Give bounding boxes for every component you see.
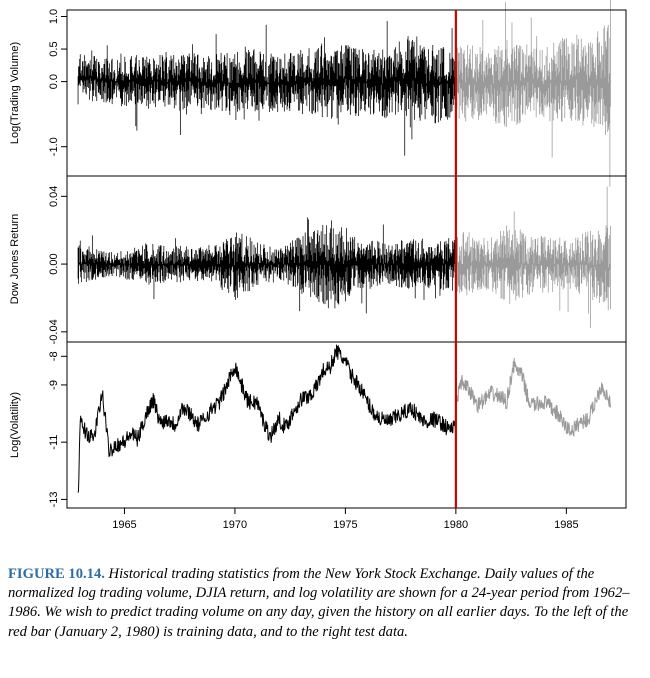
y-tick-label-2-2: 0.04 <box>48 186 60 207</box>
figure-caption: FIGURE 10.14. Historical trading statist… <box>8 565 638 642</box>
x-tick-label-3: 1980 <box>444 519 468 531</box>
y-tick-label-3-3: -8 <box>48 351 60 361</box>
y-tick-label-1-3: 1.0 <box>48 9 60 24</box>
x-tick-label-1: 1970 <box>223 519 247 531</box>
y-axis-label-2: Dow Jones Return <box>9 214 21 305</box>
train-series-1 <box>77 21 456 156</box>
panel-2: -0.04 0.00 0.04 Dow Jones Return <box>9 175 627 344</box>
panel-frame-3 <box>66 341 627 509</box>
test-series-3 <box>455 357 612 437</box>
train-series-2 <box>77 217 456 314</box>
panel-1: -1.0 0.0 0.5 1.0 Log(Trading Volume) <box>9 0 627 187</box>
panels-layer: -1.0 0.0 0.5 1.0 Log(Trading Volume) -0.04 0.0… <box>9 0 627 509</box>
y-tick-label-1-2: 0.5 <box>48 41 60 56</box>
x-axis: 1965 1970 1975 1980 1985 <box>112 507 579 531</box>
y-axis-label-1: Log(Trading Volume) <box>9 42 21 144</box>
caption-label: FIGURE 10.14. <box>8 566 105 582</box>
chart: -1.0 0.0 0.5 1.0 Log(Trading Volume) -0.04 0.0… <box>9 0 627 531</box>
y-tick-label-2-1: 0.00 <box>48 253 60 274</box>
y-tick-label-3-1: -11 <box>48 435 60 450</box>
x-tick-label-0: 1965 <box>112 519 136 531</box>
caption-text: Historical trading statistics from the N… <box>8 566 630 640</box>
train-series-3 <box>77 344 457 493</box>
test-series-2 <box>455 186 611 328</box>
y-tick-label-2-0: -0.04 <box>48 319 60 344</box>
y-tick-label-1-0: -1.0 <box>48 137 60 156</box>
x-tick-label-4: 1985 <box>554 519 578 531</box>
y-tick-label-3-0: -13 <box>48 491 60 507</box>
y-tick-label-1-1: 0.0 <box>48 74 60 89</box>
test-series-1 <box>455 0 611 187</box>
y-tick-label-3-2: -9 <box>48 380 60 390</box>
y-axis-label-3: Log(Volatility) <box>9 392 21 458</box>
x-tick-label-2: 1975 <box>333 519 357 531</box>
panel-3: -13 -11 -9 -8 Log(Volatility) <box>9 341 627 509</box>
